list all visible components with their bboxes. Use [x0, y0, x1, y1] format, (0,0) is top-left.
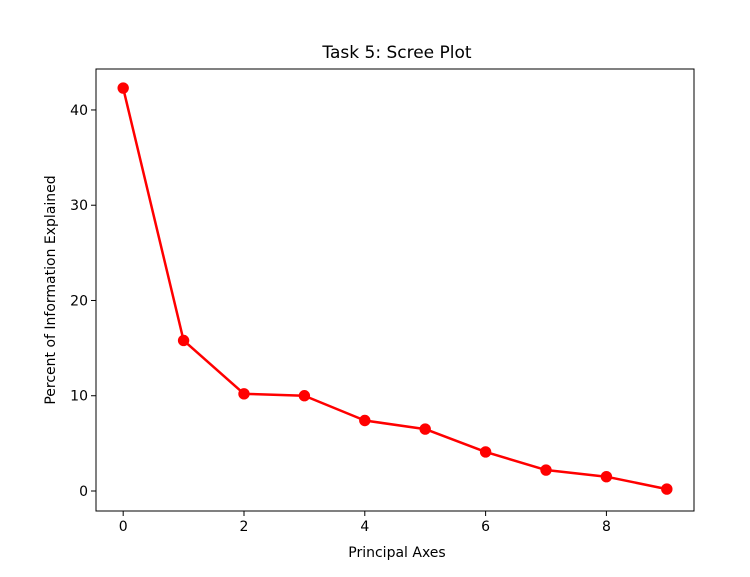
data-point — [117, 82, 129, 94]
y-tick-label: 20 — [70, 293, 88, 309]
data-point — [238, 388, 250, 400]
series-line — [121, 87, 668, 491]
x-tick-label: 2 — [240, 519, 249, 535]
x-axis-label: Principal Axes — [348, 545, 445, 561]
data-point — [177, 334, 190, 347]
plot-area: 0 2 4 6 8 0 10 20 30 40 — [70, 68, 695, 535]
x-tick-label: 4 — [360, 519, 369, 535]
chart-title: Task 5: Scree Plot — [321, 43, 471, 63]
data-point — [419, 423, 431, 435]
y-tick-label: 40 — [70, 103, 88, 119]
y-axis-label: Percent of Information Explained — [43, 175, 59, 404]
axes-frame — [95, 68, 695, 512]
x-tick-label: 6 — [481, 519, 490, 535]
data-point — [298, 390, 311, 402]
data-point — [359, 414, 371, 427]
data-point — [661, 483, 673, 495]
y-tick-label: 0 — [79, 484, 88, 500]
data-point — [540, 464, 552, 476]
data-point — [479, 446, 492, 458]
y-tick-label: 10 — [70, 389, 88, 405]
x-tick-label: 8 — [602, 519, 611, 535]
y-tick-label: 30 — [70, 198, 88, 214]
x-tick-label: 0 — [119, 519, 128, 535]
data-point — [600, 471, 613, 483]
